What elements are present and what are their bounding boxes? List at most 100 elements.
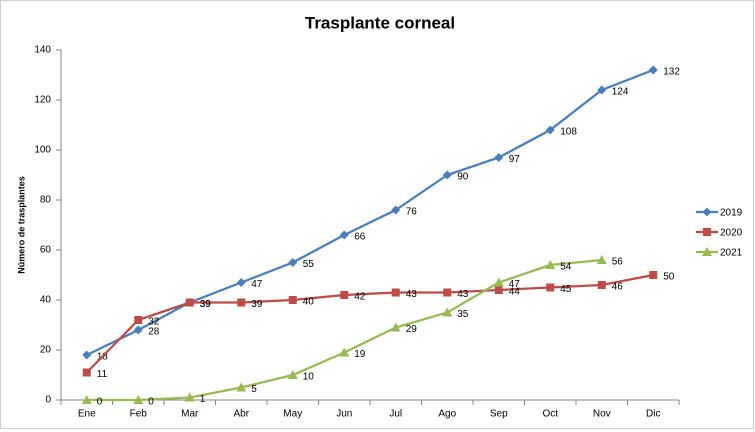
marker bbox=[340, 291, 349, 299]
series-line bbox=[85, 273, 654, 374]
data-label: 11 bbox=[97, 369, 108, 380]
y-tick-label: 60 bbox=[40, 245, 52, 256]
data-label: 56 bbox=[612, 257, 624, 268]
legend-label: 2020 bbox=[720, 228, 743, 239]
data-label: 39 bbox=[251, 299, 263, 310]
data-label: 50 bbox=[663, 272, 675, 283]
marker bbox=[134, 316, 143, 324]
marker bbox=[443, 288, 452, 297]
data-label: 45 bbox=[560, 284, 572, 295]
data-label: 39 bbox=[200, 299, 212, 310]
marker bbox=[236, 382, 247, 392]
data-label: 0 bbox=[148, 397, 154, 408]
data-label: 55 bbox=[303, 259, 315, 270]
data-label: 43 bbox=[457, 289, 469, 300]
data-label: 47 bbox=[509, 279, 521, 290]
data-label: 29 bbox=[406, 324, 418, 335]
marker bbox=[288, 258, 298, 267]
marker bbox=[442, 307, 453, 317]
series-line bbox=[86, 68, 654, 357]
data-label: 124 bbox=[612, 87, 629, 98]
data-label: 40 bbox=[303, 297, 315, 308]
data-label: 54 bbox=[560, 262, 572, 273]
data-label: 90 bbox=[457, 172, 469, 183]
marker bbox=[546, 283, 555, 292]
y-tick-label: 140 bbox=[34, 45, 51, 56]
marker bbox=[597, 85, 607, 95]
x-tick-label: Mar bbox=[181, 409, 199, 420]
marker bbox=[596, 255, 607, 264]
marker bbox=[545, 260, 556, 269]
x-tick-label: Jul bbox=[389, 409, 402, 420]
x-tick-label: Nov bbox=[593, 409, 611, 420]
marker bbox=[236, 278, 246, 287]
x-tick-label: Dic bbox=[646, 409, 660, 420]
data-label: 1 bbox=[200, 394, 206, 405]
marker bbox=[339, 347, 350, 357]
marker bbox=[82, 350, 92, 360]
marker bbox=[82, 368, 91, 377]
data-label: 47 bbox=[251, 279, 263, 290]
data-label: 0 bbox=[97, 397, 103, 408]
marker bbox=[287, 370, 298, 379]
chart-title: Trasplante corneal bbox=[305, 13, 455, 32]
marker bbox=[703, 228, 711, 236]
y-tick-label: 120 bbox=[34, 95, 51, 106]
data-label: 39 bbox=[200, 299, 212, 310]
marker bbox=[702, 207, 712, 217]
legend-label: 2019 bbox=[720, 208, 743, 219]
data-label: 97 bbox=[509, 154, 521, 165]
marker bbox=[648, 65, 658, 75]
marker bbox=[442, 170, 452, 180]
x-tick-label: Feb bbox=[130, 409, 148, 420]
marker bbox=[133, 325, 143, 335]
marker bbox=[391, 205, 401, 215]
marker bbox=[133, 395, 144, 404]
data-label: 76 bbox=[406, 207, 418, 218]
legend-label: 2021 bbox=[720, 248, 743, 259]
x-tick-label: May bbox=[283, 409, 302, 420]
x-tick-label: Oct bbox=[542, 409, 558, 420]
marker bbox=[493, 277, 504, 287]
y-axis-label: Número de trasplantes bbox=[16, 176, 26, 274]
data-label: 66 bbox=[354, 232, 366, 243]
data-label: 42 bbox=[354, 292, 366, 303]
marker bbox=[184, 392, 195, 402]
marker bbox=[237, 298, 246, 307]
data-label: 46 bbox=[612, 282, 624, 293]
marker bbox=[391, 288, 400, 297]
y-tick-label: 40 bbox=[40, 295, 52, 306]
data-label: 108 bbox=[560, 127, 577, 138]
data-label: 35 bbox=[457, 309, 469, 320]
marker bbox=[185, 298, 194, 307]
marker bbox=[649, 271, 658, 279]
data-label: 28 bbox=[148, 327, 160, 338]
marker bbox=[545, 125, 555, 135]
x-tick-label: Ene bbox=[78, 409, 96, 420]
x-tick-label: Sep bbox=[490, 409, 508, 420]
marker bbox=[494, 286, 503, 294]
marker bbox=[390, 322, 401, 332]
x-tick-label: Abr bbox=[233, 409, 249, 420]
data-label: 10 bbox=[303, 372, 315, 383]
marker bbox=[339, 230, 349, 240]
x-tick-label: Jun bbox=[336, 409, 352, 420]
marker bbox=[702, 247, 712, 256]
marker bbox=[81, 395, 92, 404]
y-tick-label: 0 bbox=[45, 395, 51, 406]
data-label: 19 bbox=[354, 349, 366, 360]
marker bbox=[597, 281, 606, 289]
y-tick-label: 80 bbox=[40, 195, 52, 206]
y-tick-label: 100 bbox=[34, 145, 51, 156]
data-label: 44 bbox=[509, 287, 521, 298]
y-tick-label: 20 bbox=[40, 345, 52, 356]
marker bbox=[288, 296, 297, 304]
data-label: 32 bbox=[148, 317, 160, 328]
data-label: 132 bbox=[663, 67, 680, 78]
data-label: 5 bbox=[251, 384, 257, 395]
data-label: 43 bbox=[406, 289, 418, 300]
marker bbox=[494, 153, 504, 162]
x-tick-label: Ago bbox=[438, 409, 456, 420]
